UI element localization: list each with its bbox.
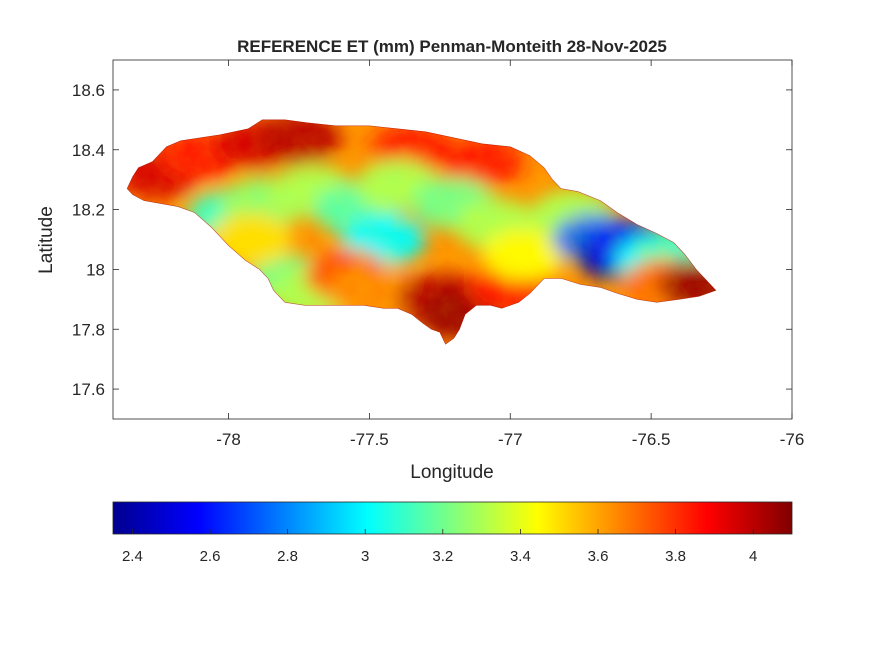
colorbar [112, 501, 793, 535]
x-tick-label: -76.5 [632, 430, 671, 449]
colorbar-tick-label: 3 [361, 548, 369, 565]
x-tick-label: -76 [780, 430, 805, 449]
y-axis-label: Latitude [36, 206, 57, 274]
x-axis-label: Longitude [410, 462, 493, 483]
x-tick-label: -77 [498, 430, 523, 449]
colorbar-tick-label: 3.8 [665, 548, 686, 565]
colorbar-tick-label: 4 [749, 548, 757, 565]
colorbar-tick-label: 2.6 [200, 548, 221, 565]
colorbar-axis: 2.4 2.6 2.8 3 3.2 3.4 3.6 3.8 4 [122, 529, 757, 565]
y-tick-label: 17.6 [72, 380, 105, 399]
x-tick-label: -77.5 [350, 430, 389, 449]
chart-title: REFERENCE ET (mm) Penman-Monteith 28-Nov… [237, 37, 667, 56]
colorbar-tick-label: 3.4 [510, 548, 531, 565]
y-tick-label: 17.8 [72, 320, 105, 339]
x-axis: -78 -77.5 -77 -76.5 -76 [216, 60, 804, 449]
colorbar-tick-label: 2.4 [122, 548, 143, 565]
y-axis: 17.6 17.8 18 18.2 18.4 18.6 [72, 81, 792, 399]
x-tick-label: -78 [216, 430, 241, 449]
land-outline [126, 119, 717, 345]
y-tick-label: 18.2 [72, 201, 105, 220]
colorbar-tick-label: 2.8 [277, 548, 298, 565]
colorbar-tick-label: 3.6 [588, 548, 609, 565]
y-tick-label: 18.6 [72, 81, 105, 100]
y-tick-label: 18.4 [72, 141, 105, 160]
colorbar-tick-label: 3.2 [432, 548, 453, 565]
y-tick-label: 18 [86, 260, 105, 279]
